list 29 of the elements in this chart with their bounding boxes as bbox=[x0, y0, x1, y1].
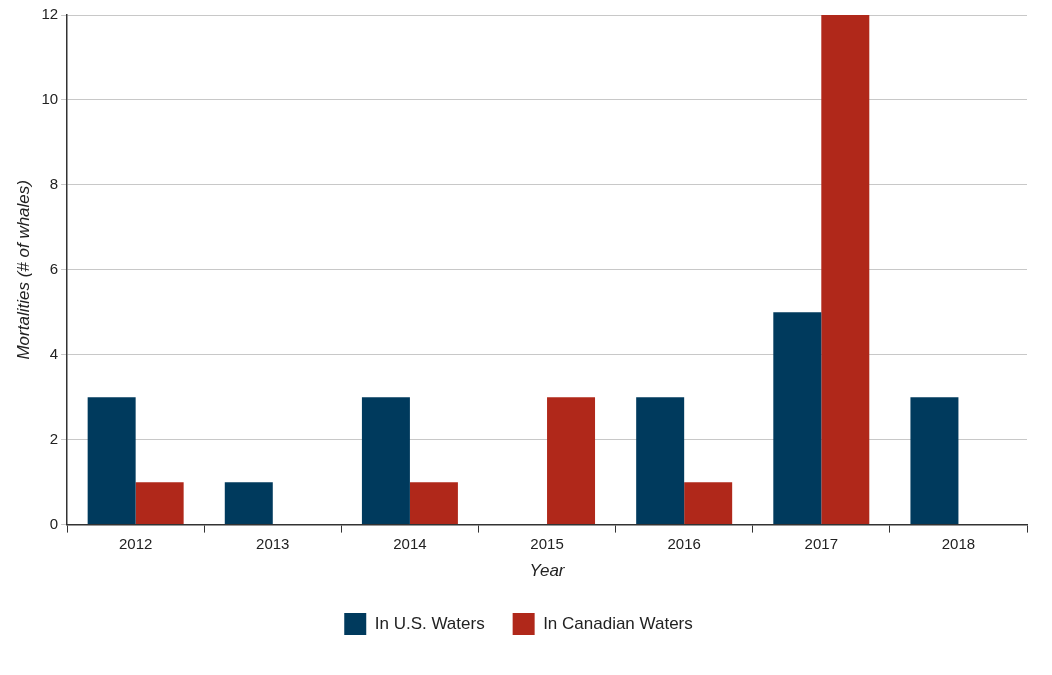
y-tick-label: 6 bbox=[49, 259, 59, 277]
bar bbox=[773, 312, 822, 525]
legend-label: In Canadian Waters bbox=[543, 613, 693, 633]
y-tick-label: 12 bbox=[41, 5, 59, 23]
bar bbox=[821, 15, 870, 525]
legend-label: In U.S. Waters bbox=[374, 613, 485, 633]
x-tick-label: 2017 bbox=[804, 534, 838, 552]
x-tick-label: 2012 bbox=[118, 534, 153, 552]
x-tick-label: 2015 bbox=[530, 534, 564, 552]
bar bbox=[361, 397, 410, 525]
y-tick-label: 8 bbox=[49, 175, 59, 193]
x-tick-label: 2014 bbox=[393, 534, 427, 552]
y-tick-label: 4 bbox=[49, 344, 59, 362]
x-axis-title: Year bbox=[529, 560, 566, 580]
bar bbox=[224, 482, 273, 525]
y-tick-label: 0 bbox=[49, 514, 59, 532]
bar bbox=[910, 397, 959, 525]
x-tick-label: 2013 bbox=[256, 534, 290, 552]
x-tick-label: 2016 bbox=[667, 534, 701, 552]
y-axis-title: Mortalities (# of whales) bbox=[13, 180, 33, 360]
x-tick-label: 2018 bbox=[941, 534, 976, 552]
y-tick-label: 2 bbox=[49, 429, 59, 447]
y-tick-label: 10 bbox=[41, 90, 59, 108]
bar bbox=[547, 397, 596, 525]
bar bbox=[87, 397, 136, 525]
bar bbox=[409, 482, 458, 525]
bar bbox=[636, 397, 685, 525]
bar bbox=[135, 482, 184, 525]
bar bbox=[684, 482, 733, 525]
